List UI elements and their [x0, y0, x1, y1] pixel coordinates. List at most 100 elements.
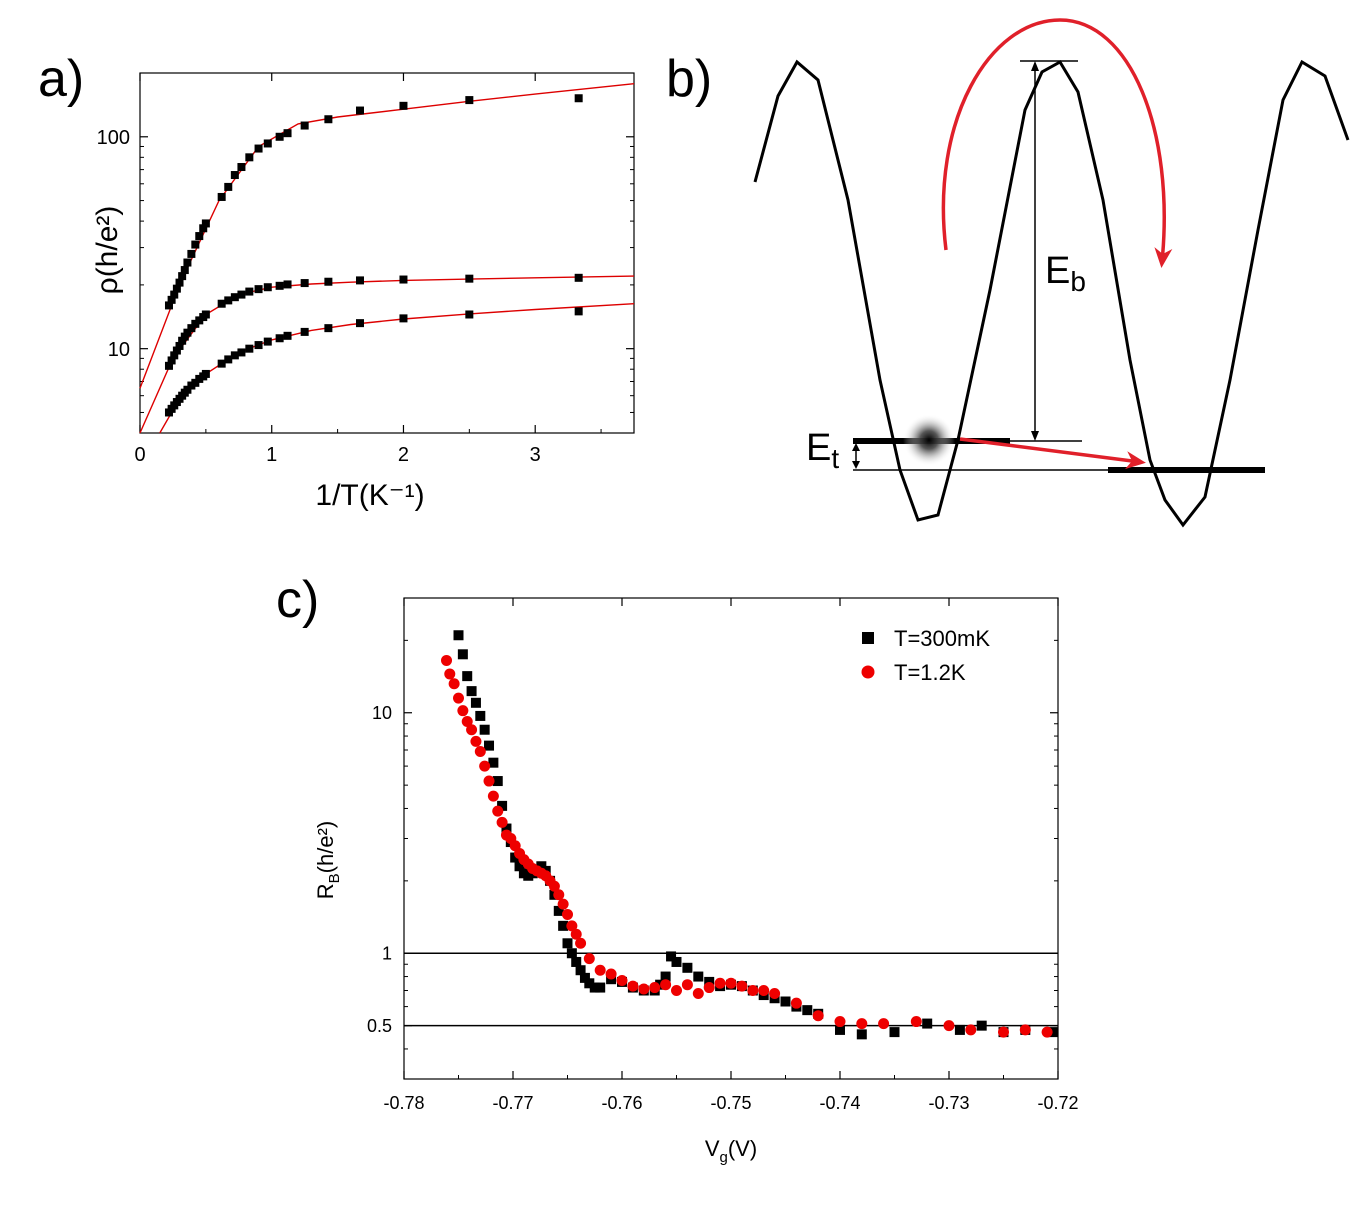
fit-line-middle	[139, 275, 635, 434]
legend-label: T=1.2K	[894, 660, 966, 685]
data-point-upper	[199, 224, 208, 233]
data-point-circle	[965, 1024, 977, 1036]
data-point-middle	[355, 276, 364, 285]
data-point-square	[780, 996, 791, 1007]
data-point-circle	[736, 980, 748, 992]
data-point-square	[589, 982, 600, 993]
y-tick-label: 100	[97, 127, 130, 149]
data-point-circle	[474, 746, 486, 758]
data-point-circle	[856, 1018, 868, 1030]
data-point-square	[453, 630, 464, 641]
data-point-circle	[638, 983, 650, 995]
data-point-middle	[399, 275, 408, 284]
data-point-upper	[183, 258, 192, 267]
data-point-circle	[812, 1010, 824, 1022]
data-point-square	[922, 1018, 933, 1029]
data-point-middle	[224, 296, 233, 305]
data-point-circle	[492, 805, 504, 817]
data-point-middle	[217, 299, 226, 308]
data-point-circle	[441, 654, 453, 666]
data-point-circle	[747, 985, 759, 997]
y-tick-label: 0.5	[367, 1016, 392, 1036]
x-tick-label: -0.76	[601, 1093, 642, 1113]
data-point-square	[954, 1024, 965, 1035]
data-point-middle	[172, 346, 181, 355]
data-point-upper	[324, 115, 333, 124]
data-point-circle	[758, 985, 770, 997]
data-point-lower	[399, 314, 408, 323]
data-point-lower	[275, 334, 284, 343]
data-point-middle	[324, 277, 333, 286]
data-point-circle	[878, 1018, 890, 1030]
data-point-middle	[263, 283, 272, 292]
data-point-upper	[245, 153, 254, 162]
fit-line-upper	[139, 83, 635, 389]
data-point-square	[835, 1024, 845, 1035]
data-point-middle	[178, 336, 187, 345]
data-point-circle	[557, 898, 569, 910]
data-point-circle	[616, 975, 628, 987]
x-tick-label: 1	[266, 444, 277, 466]
panel-a-label: a)	[38, 50, 84, 108]
barrier-label: Eb	[1045, 250, 1086, 297]
data-point-upper	[172, 284, 181, 293]
x-tick-label: -0.77	[492, 1093, 533, 1113]
data-point-square	[488, 757, 499, 768]
data-point-upper	[187, 249, 196, 258]
data-point-upper	[201, 219, 210, 228]
plot-a-points	[164, 94, 583, 417]
data-point-lower	[254, 341, 263, 350]
data-point-middle	[201, 310, 210, 319]
data-point-middle	[183, 328, 192, 337]
data-point-middle	[167, 356, 176, 365]
panel-a: a) 0 1 2 3 10 100 1/T(K⁻¹) ρ(h/e²)	[38, 50, 635, 512]
data-point-circle	[692, 988, 704, 1000]
data-point-square	[558, 920, 569, 931]
data-point-upper	[217, 192, 226, 201]
data-point-upper	[237, 163, 246, 172]
data-point-upper	[164, 301, 173, 310]
data-point-circle	[570, 928, 582, 940]
plot-a-xlabel: 1/T(K⁻¹)	[315, 479, 424, 512]
data-point-circle	[703, 982, 715, 994]
data-point-lower	[201, 369, 210, 378]
data-point-circle	[562, 908, 573, 920]
data-point-square	[889, 1027, 900, 1038]
data-point-square	[475, 710, 486, 721]
data-point-circle	[671, 985, 682, 997]
data-point-square	[514, 861, 525, 872]
data-point-circle	[834, 1016, 846, 1028]
data-point-circle	[943, 1020, 955, 1032]
data-point-square	[462, 671, 473, 682]
data-point-upper	[355, 106, 364, 115]
data-point-circle	[725, 977, 737, 989]
data-point-lower	[355, 319, 364, 328]
fit-line-lower	[159, 303, 635, 434]
data-point-square	[457, 649, 468, 660]
data-point-square	[595, 982, 606, 993]
data-point-square	[856, 1029, 867, 1040]
data-point-middle	[230, 293, 239, 302]
plot-a-fit-lines	[139, 83, 635, 434]
data-point-upper	[170, 290, 179, 299]
data-point-middle	[574, 273, 583, 282]
particle-blob	[903, 414, 955, 466]
data-point-lower	[237, 348, 246, 357]
data-point-circle	[553, 889, 565, 901]
y-tick-label: 1	[382, 944, 392, 964]
data-point-upper	[175, 278, 184, 287]
data-point-lower	[574, 307, 583, 316]
data-point-square	[579, 972, 590, 983]
data-point-square	[575, 965, 586, 976]
plot-c-legend: T=300mK T=1.2K	[861, 626, 990, 685]
legend-marker-circle	[861, 665, 875, 679]
data-point-circle	[660, 979, 672, 991]
data-point-circle	[649, 982, 661, 994]
data-point-lower	[465, 310, 474, 319]
y-tick-label: 10	[108, 339, 130, 361]
data-point-upper	[465, 96, 474, 105]
data-point-middle	[175, 341, 184, 350]
data-point-circle	[483, 775, 495, 787]
data-point-circle	[444, 668, 456, 680]
x-tick-label: -0.74	[819, 1093, 860, 1113]
